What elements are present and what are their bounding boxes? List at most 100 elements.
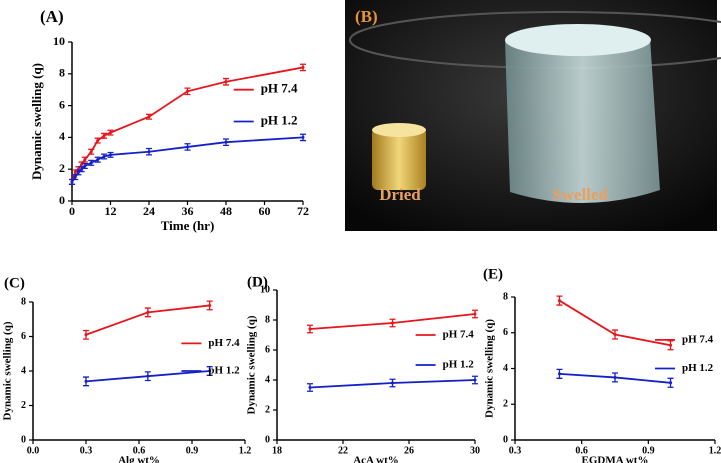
x-tick-label: 0.9 [642,445,655,456]
legend-label: pH 7.4 [682,333,714,345]
x-tick-label: 24 [143,204,155,218]
y-tick-label: 2 [265,404,270,415]
legend-label: pH 7.4 [261,81,298,96]
point [224,140,228,144]
y-tick-label: 0 [21,434,26,445]
point [83,164,87,168]
y-tick-label: 4 [503,363,508,374]
x-tick-label: 22 [338,445,348,456]
point [84,333,88,337]
point [208,303,212,307]
x-tick-label: 12 [105,204,117,218]
point [186,89,189,93]
point [84,379,88,383]
point [89,150,93,154]
y-tick-label: 0 [265,434,270,445]
y-tick-label: 8 [265,314,270,325]
legend-label: pH 1.2 [261,112,298,127]
x-tick-label: 1.2 [239,445,252,456]
y-tick-label: 8 [21,296,26,307]
point [669,381,673,385]
chart: (D) 0 2 4 6 8 10 18 22 26 30 AcA wt% Dynamic swellin… [246,274,480,463]
point [613,375,617,379]
point [146,310,150,314]
y-axis-label: Dynamic swelling (q) [484,319,496,418]
legend-label: pH 1.2 [443,359,475,371]
point [473,378,477,382]
swelled-gel-top [505,24,651,56]
point [102,134,106,138]
point [557,372,561,376]
panel-label: (B) [355,7,378,26]
caption: Swelled [552,185,608,204]
y-axis-label: Dynamic swelling (q) [246,315,258,414]
y-tick-label: 0 [503,434,508,445]
point [473,312,477,316]
point [70,180,74,184]
point [146,374,150,378]
point [109,131,112,135]
y-tick-label: 6 [21,331,26,342]
point [391,321,394,325]
y-tick-label: 2 [21,400,26,411]
x-tick-label: 36 [182,204,194,218]
point [391,381,394,385]
x-tick-label: 0.9 [186,445,199,456]
point [147,150,151,154]
legend-label: pH 1.2 [208,365,240,377]
y-tick-label: 10 [260,284,270,295]
chart-title: (C) [4,275,25,291]
point [669,343,673,347]
x-tick-label: 0.6 [133,445,146,456]
y-tick-label: 4 [265,374,270,385]
point [83,158,87,162]
chart: (C) 0 2 4 6 8 0.0 0.3 0.6 0.9 1.2 Alg wt% Dynamic sw… [2,275,252,463]
legend-label: pH 7.4 [208,337,240,349]
chart-title: (D) [247,274,268,290]
x-tick-label: 0.6 [575,445,588,456]
point [96,139,100,143]
x-tick-label: 0.3 [509,445,522,456]
x-tick-label: 30 [470,445,480,456]
point [308,386,312,389]
y-axis-label: Dynamic swelling (q) [29,63,44,180]
x-axis-label: EGDMA wt% [582,455,649,463]
y-tick-label: 2 [59,161,65,175]
point [109,153,112,157]
y-axis-label: Dynamic swelling (q) [2,321,14,420]
y-tick-label: 4 [21,365,26,376]
point [301,65,305,69]
point [613,333,617,337]
y-tick-label: 10 [53,34,65,48]
dried-gel-top [372,123,426,137]
point [224,80,228,84]
swelled-gel [505,26,660,204]
caption: Dried [379,185,421,204]
x-axis-label: AcA wt% [353,455,399,463]
point [186,145,189,149]
y-tick-label: 6 [59,97,65,111]
x-tick-label: 0.0 [27,445,40,456]
x-tick-label: 48 [220,204,232,218]
chart: (E) 0 2 4 6 8 0.3 0.6 0.9 1.2 EGDMA wt% Dynamic swe… [483,266,721,463]
point [89,161,93,165]
point [73,175,77,179]
chart-title: (A) [40,7,64,26]
y-tick-label: 2 [503,399,508,410]
y-tick-label: 6 [265,344,270,355]
x-tick-label: 26 [404,445,414,456]
point [102,154,106,158]
x-tick-label: 1.2 [709,445,721,456]
x-tick-label: 60 [259,204,271,218]
y-tick-label: 8 [503,291,508,302]
x-tick-label: 18 [272,445,282,456]
x-axis-label: Time (hr) [161,218,215,233]
y-tick-label: 8 [59,66,65,80]
x-tick-label: 0.3 [80,445,93,456]
x-tick-label: 72 [297,204,309,218]
legend-label: pH 1.2 [682,362,714,374]
point [308,327,312,331]
y-tick-label: 0 [59,193,65,207]
